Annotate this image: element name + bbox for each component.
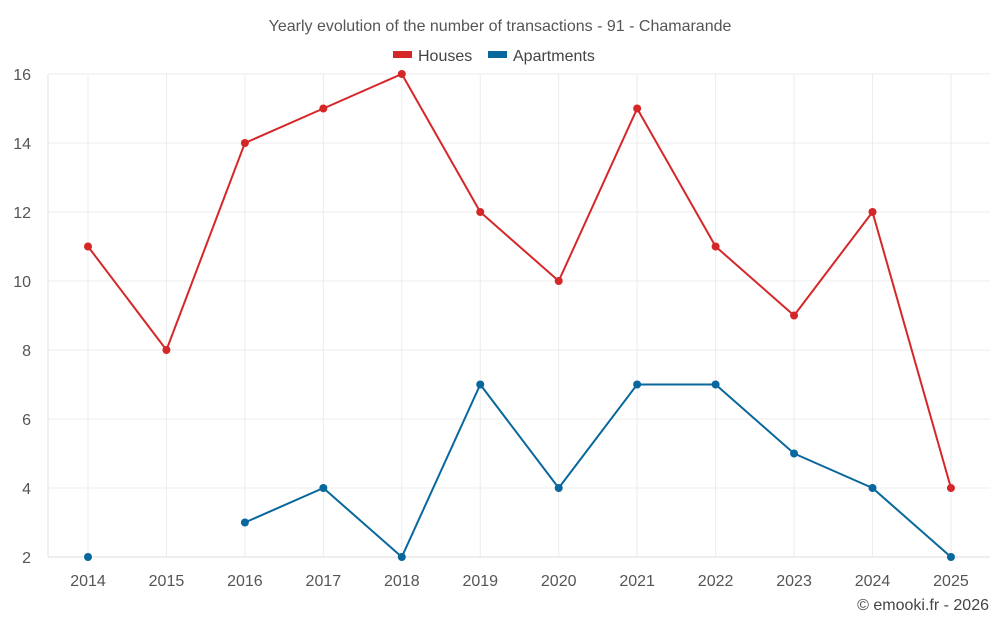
data-point-houses[interactable] [868,208,877,216]
credit: © emooki.fr - 2026 [857,597,989,614]
x-tick-label: 2020 [541,573,577,590]
y-tick-label: 12 [13,205,31,222]
y-tick-label: 4 [22,481,31,498]
y-axis: 2 4 6 8 10 12 14 16 [13,67,31,567]
data-point-apartments[interactable] [319,484,328,492]
x-tick-label: 2017 [306,573,342,590]
y-tick-label: 6 [22,412,31,429]
data-point-apartments[interactable] [868,484,877,492]
x-tick-label: 2023 [776,573,812,590]
series-line-houses [87,73,952,489]
x-tick-label: 2024 [855,573,891,590]
data-point-apartments[interactable] [633,380,642,389]
data-point-houses[interactable] [711,242,720,251]
data-point-houses[interactable] [790,311,799,320]
data-point-apartments[interactable] [84,553,92,561]
x-axis: 2014 2015 2016 2017 2018 2019 2020 2021 2022 2023… [70,573,969,590]
data-point-houses[interactable] [476,208,485,216]
data-point-houses[interactable] [633,104,642,113]
series-layer [84,70,955,561]
x-tick-label: 2018 [384,573,420,590]
data-point-houses[interactable] [240,139,249,147]
y-tick-label: 16 [13,67,31,84]
data-point-houses[interactable] [397,70,406,78]
legend-label-houses: Houses [418,48,472,65]
series-line-apartments [244,383,952,558]
data-point-apartments[interactable] [790,449,799,458]
chart-title: Yearly evolution of the number of transa… [269,18,732,35]
data-point-houses[interactable] [84,242,92,251]
legend: Houses Apartments [393,48,595,65]
series-apartments [84,380,955,561]
data-point-houses[interactable] [946,484,955,492]
legend-swatch-apartments [488,51,507,58]
legend-label-apartments: Apartments [513,48,595,65]
x-tick-label: 2016 [227,573,263,590]
data-point-apartments[interactable] [554,484,563,492]
y-tick-label: 10 [13,274,31,291]
series-houses [84,70,955,492]
y-tick-label: 8 [22,343,31,360]
data-point-apartments[interactable] [476,380,485,389]
y-tick-label: 2 [22,550,31,567]
data-point-apartments[interactable] [946,553,955,561]
legend-item-houses[interactable]: Houses [393,48,472,65]
legend-item-apartments[interactable]: Apartments [488,48,595,65]
data-point-apartments[interactable] [397,553,406,561]
data-point-houses[interactable] [554,277,563,285]
data-point-houses[interactable] [162,346,171,354]
grid [47,73,990,558]
x-tick-label: 2015 [149,573,185,590]
x-tick-label: 2021 [619,573,655,590]
x-tick-label: 2014 [70,573,106,590]
data-point-apartments[interactable] [240,518,249,527]
y-tick-label: 14 [13,136,31,153]
x-tick-label: 2025 [933,573,969,590]
legend-swatch-houses [393,51,412,58]
x-tick-label: 2022 [698,573,734,590]
data-point-houses[interactable] [319,104,328,113]
data-point-apartments[interactable] [711,380,720,389]
x-tick-label: 2019 [462,573,498,590]
